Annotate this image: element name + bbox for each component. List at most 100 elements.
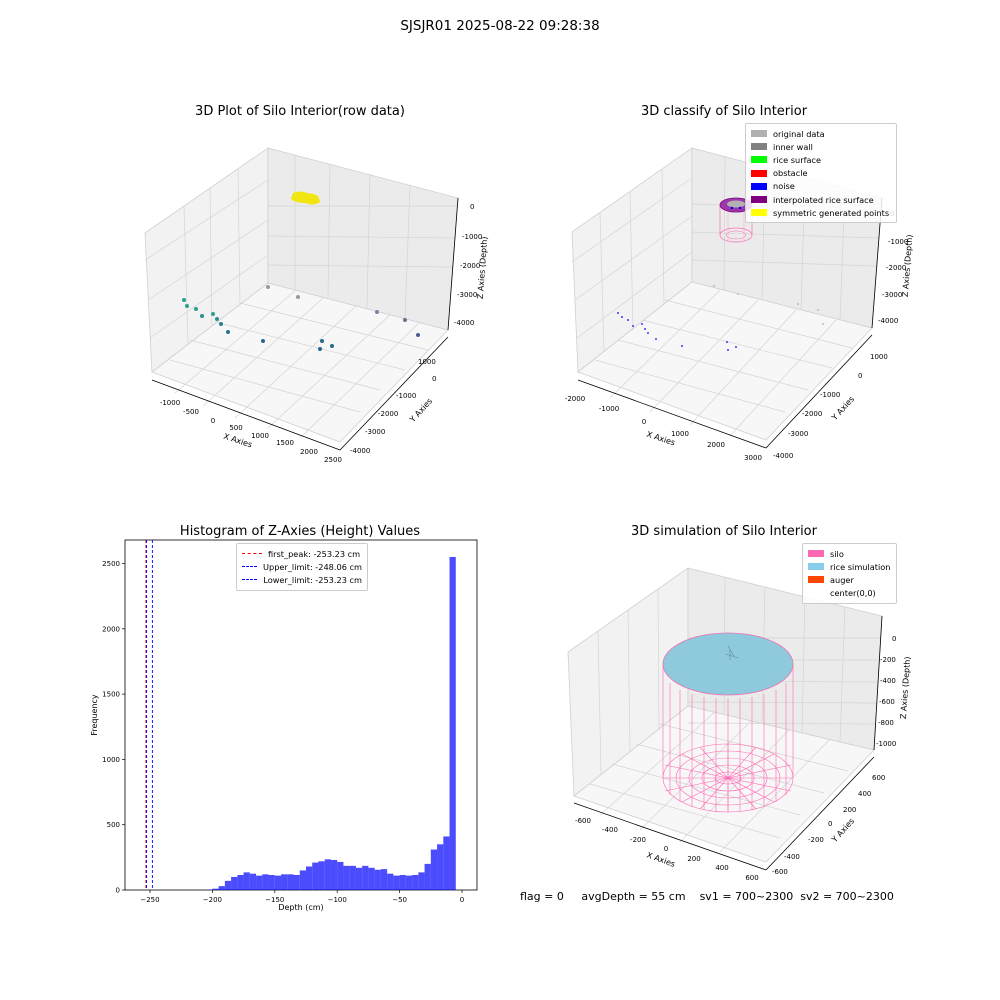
raw-ztick: -3000 xyxy=(457,291,477,299)
simulation-silo-cylinder xyxy=(662,664,794,813)
histogram-legend-item: Upper_limit: -248.06 cm xyxy=(242,560,362,573)
legend-label: inner wall xyxy=(773,141,813,152)
raw-ytick: 0 xyxy=(432,375,436,383)
simulation-ytick: -200 xyxy=(808,836,824,844)
histogram-xtick-label: −250 xyxy=(140,896,159,904)
histogram-bar xyxy=(424,863,431,890)
legend-line-swatch xyxy=(242,566,258,568)
legend-swatch xyxy=(751,196,767,204)
simulation-ztick: -600 xyxy=(879,698,895,706)
classify-xtick: -2000 xyxy=(565,395,585,403)
histogram-bar xyxy=(256,875,263,890)
histogram-ytick-label: 1500 xyxy=(102,691,120,699)
legend-label: rice surface xyxy=(773,154,822,165)
legend-label: obstacle xyxy=(773,168,808,179)
histogram-ytick-label: 1000 xyxy=(102,756,120,764)
raw-xlabel: X Axies xyxy=(222,432,253,450)
simulation-xtick: 400 xyxy=(715,864,728,872)
histogram-bar xyxy=(212,888,219,890)
histogram-chart: −250 −200 −150 −100 −50 0 0 500 1000 1500 2000 250… xyxy=(90,539,478,912)
histogram-bar xyxy=(312,862,319,890)
raw-data-points xyxy=(182,191,420,351)
simulation-legend: silo rice simulation auger center(0,0) xyxy=(802,543,897,604)
histogram-bar xyxy=(324,859,331,890)
simulation-xlabel: X Axies xyxy=(645,850,676,869)
histogram-bar xyxy=(355,867,363,890)
classify-ytick: -4000 xyxy=(773,452,793,460)
legend-line-swatch xyxy=(242,553,262,555)
classify-ztick: -1000 xyxy=(888,238,908,246)
simulation-xtick: 0 xyxy=(664,845,668,853)
histogram-bar xyxy=(318,861,325,890)
raw-xtick: 0 xyxy=(211,417,215,425)
legend-item: silo xyxy=(808,547,891,560)
histogram-bar xyxy=(299,870,306,890)
raw-ytick: 1000 xyxy=(418,358,436,366)
simulation-xtick: 600 xyxy=(745,874,758,882)
simulation-ytick: 600 xyxy=(872,774,885,782)
histogram-ytick-label: 2500 xyxy=(102,560,120,568)
legend-swatch xyxy=(751,156,767,164)
raw-ztick: -2000 xyxy=(460,262,480,270)
legend-label: first_peak: -253.23 cm xyxy=(268,548,361,559)
histogram-bar xyxy=(268,874,275,890)
legend-item: inner wall xyxy=(751,140,891,153)
legend-item: auger xyxy=(808,573,891,586)
histogram-bar xyxy=(387,873,394,890)
histogram-vlines xyxy=(145,540,153,890)
simulation-ztick: 0 xyxy=(892,635,896,643)
legend-swatch xyxy=(808,550,824,558)
legend-swatch xyxy=(808,589,824,597)
legend-item: noise xyxy=(751,180,891,193)
histogram-bar xyxy=(305,866,313,890)
histogram-bar xyxy=(337,861,344,890)
raw-plot-title: 3D Plot of Silo Interior(row data) xyxy=(195,104,405,119)
histogram-ylabel: Frequency xyxy=(90,694,99,736)
classify-zlabel: Z Axies (Depth) xyxy=(901,234,914,297)
histogram-xtick-label: −150 xyxy=(265,896,284,904)
histogram-bar xyxy=(330,859,338,890)
histogram-bar xyxy=(418,872,425,890)
histogram-bar xyxy=(231,876,238,890)
legend-item: interpolated rice surface xyxy=(751,193,891,206)
histogram-yticks: 0 500 1000 1500 2000 2500 xyxy=(102,560,125,895)
histogram-xtick-label: −50 xyxy=(392,896,407,904)
histogram-legend: first_peak: -253.23 cm Upper_limit: -248.… xyxy=(236,543,368,591)
raw-zlabel: Z Axies (Depth) xyxy=(476,236,489,299)
legend-label: Upper_limit: -248.06 cm xyxy=(263,561,362,572)
raw-xtick: -1000 xyxy=(160,399,180,407)
legend-swatch xyxy=(751,169,767,177)
simulation-3d-axes: -600 -400 -200 0 200 400 600 600 400 200… xyxy=(567,567,912,882)
histogram-ytick-label: 2000 xyxy=(102,625,120,633)
legend-item: rice surface xyxy=(751,153,891,166)
classify-ztick: -4000 xyxy=(878,317,898,325)
classify-ytick: 1000 xyxy=(870,353,888,361)
legend-label: original data xyxy=(773,128,825,139)
histogram-bar xyxy=(237,874,244,890)
histogram-bar xyxy=(374,869,381,890)
histogram-bar xyxy=(281,874,288,890)
legend-swatch xyxy=(751,143,767,151)
simulation-zlabel: Z Axies (Depth) xyxy=(899,656,912,719)
legend-label: silo xyxy=(830,548,844,559)
raw-ylabel: Y Axies xyxy=(407,397,434,425)
legend-swatch xyxy=(808,563,824,571)
raw-ztick: -4000 xyxy=(454,319,474,327)
histogram-bar xyxy=(362,865,369,890)
classify-noise-points xyxy=(617,312,737,351)
simulation-ytick: 0 xyxy=(828,820,832,828)
simulation-xtick: 200 xyxy=(687,855,700,863)
classify-ytick: -3000 xyxy=(788,430,808,438)
histogram-bar xyxy=(218,886,225,890)
raw-3d-axes: -1000 -500 0 500 1000 1500 2000 2500 100… xyxy=(144,147,489,464)
raw-xtick: 2000 xyxy=(300,448,318,456)
histogram-bar xyxy=(412,874,419,890)
histogram-bar xyxy=(443,836,450,890)
sv1-text: sv1 = 700~2300 xyxy=(699,890,794,903)
histogram-bar xyxy=(449,556,456,890)
legend-label: rice simulation xyxy=(830,561,891,572)
histogram-bar xyxy=(430,849,438,890)
legend-item: symmetric generated points xyxy=(751,206,891,219)
histogram-bar xyxy=(405,875,413,890)
classify-ztick: -3000 xyxy=(882,291,902,299)
